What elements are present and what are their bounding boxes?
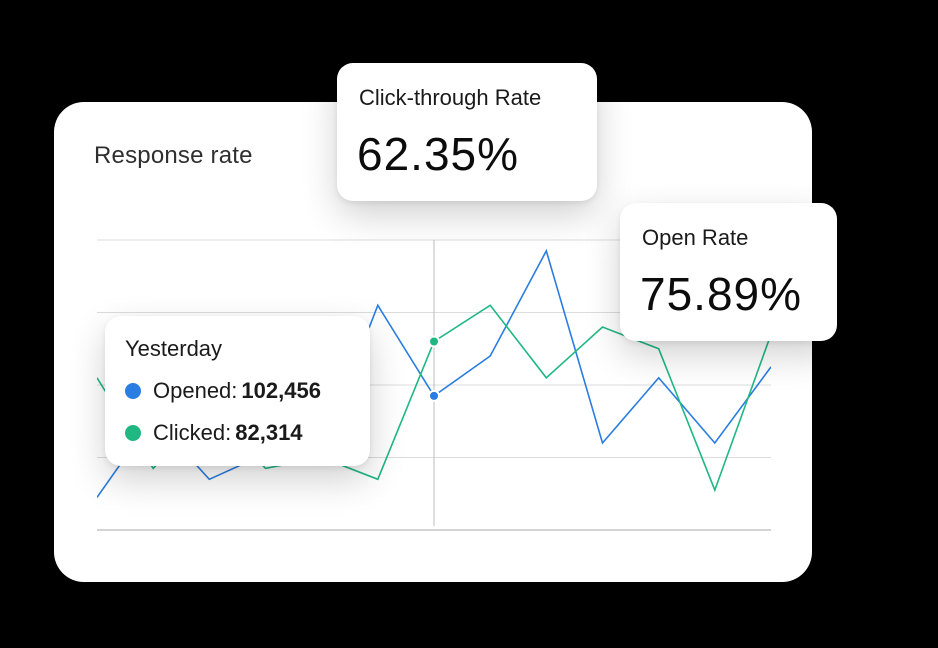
click-through-rate-value: 62.35% [357,128,520,180]
opened-label: Opened: [153,378,238,403]
open-rate-value: 75.89% [640,268,803,320]
open-rate-label: Open Rate [642,225,749,250]
tooltip-row-opened: Opened: 102,456 [125,378,321,404]
clicked-legend-dot-icon [125,425,141,441]
highlight-point-clicked [430,337,438,346]
tooltip-row-clicked: Clicked: 82,314 [125,420,303,446]
tooltip-title: Yesterday [125,336,223,361]
click-through-rate-card: Click-through Rate 62.35% [337,63,597,201]
chart-tooltip: Yesterday Opened: 102,456 Clicked: 82,314 [105,316,370,466]
opened-value: 102,456 [241,378,321,403]
highlight-point-opened [430,391,438,400]
clicked-label: Clicked: [153,420,232,445]
click-through-rate-label: Click-through Rate [359,85,542,110]
card-title: Response rate [94,142,253,169]
opened-legend-dot-icon [125,383,141,399]
open-rate-card: Open Rate 75.89% [620,203,837,341]
clicked-value: 82,314 [235,420,303,445]
